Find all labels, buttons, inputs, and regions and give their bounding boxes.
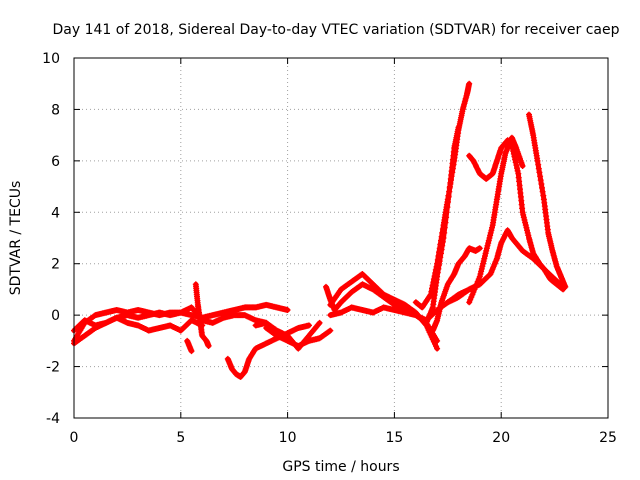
data-point (536, 169, 543, 176)
data-point (519, 163, 526, 169)
data-point (306, 322, 312, 329)
series-track-13 (423, 124, 462, 326)
x-tick-label: 5 (176, 430, 185, 446)
y-tick-label: 0 (51, 308, 60, 324)
x-tick-label: 10 (279, 430, 297, 446)
grid (74, 58, 608, 418)
data-point (436, 262, 442, 268)
data-point (534, 157, 541, 164)
data-point (437, 254, 444, 261)
series-layer (71, 80, 569, 380)
y-tick-label: 6 (51, 154, 60, 170)
data-point (315, 321, 322, 328)
data-point (326, 328, 333, 335)
data-point (539, 188, 546, 195)
data-point (537, 173, 544, 180)
data-point (512, 156, 519, 163)
data-point (441, 229, 448, 236)
data-point (316, 319, 323, 326)
data-point (434, 345, 441, 352)
series-track-8 (252, 319, 323, 352)
x-tick-label: 15 (385, 430, 403, 446)
x-tick-label: 25 (599, 430, 617, 446)
data-point (440, 235, 447, 241)
data-point (445, 199, 451, 205)
data-point (476, 245, 483, 252)
data-point (444, 204, 451, 211)
y-tick-label: -4 (46, 411, 60, 427)
data-point (188, 348, 195, 355)
axis-tick-labels: 0 5 10 15 20 25 -4 -2 0 2 4 6 8 10 (42, 51, 617, 446)
x-tick-label: 20 (492, 430, 510, 446)
series-track-3 (71, 304, 270, 347)
data-point (445, 193, 452, 200)
y-tick-label: 10 (42, 51, 60, 67)
series-track-17 (466, 134, 526, 306)
series-track-6 (224, 322, 312, 380)
data-point (537, 177, 544, 184)
data-point (535, 165, 542, 172)
x-axis-label: GPS time / hours (282, 459, 399, 475)
series-track-14 (429, 245, 483, 334)
data-point (562, 283, 569, 290)
data-point (442, 219, 449, 226)
series-track-18 (526, 111, 569, 290)
y-tick-label: 4 (51, 205, 60, 221)
y-tick-label: 8 (51, 102, 60, 118)
chart-title: Day 141 of 2018, Sidereal Day-to-day VTE… (53, 22, 620, 38)
series-track-4 (184, 337, 195, 355)
data-point (443, 214, 450, 221)
data-point (514, 167, 521, 174)
axis-ticks (73, 57, 609, 419)
data-point (439, 242, 446, 249)
data-point (443, 209, 450, 216)
data-point (284, 307, 291, 313)
y-axis-label: SDTVAR / TECUs (8, 181, 24, 296)
data-point (441, 224, 448, 231)
plot-frame (73, 57, 609, 419)
data-point (466, 80, 473, 87)
series-track-16 (444, 227, 567, 306)
data-point (205, 343, 212, 349)
y-tick-label: 2 (51, 257, 60, 273)
data-point (512, 159, 519, 166)
data-point (434, 273, 441, 280)
x-tick-label: 0 (70, 430, 79, 446)
data-point (327, 327, 334, 334)
data-point (446, 188, 453, 195)
data-point (540, 192, 547, 199)
series-track-5 (192, 281, 212, 349)
data-point (455, 124, 462, 131)
y-tick-label: -2 (46, 360, 60, 376)
